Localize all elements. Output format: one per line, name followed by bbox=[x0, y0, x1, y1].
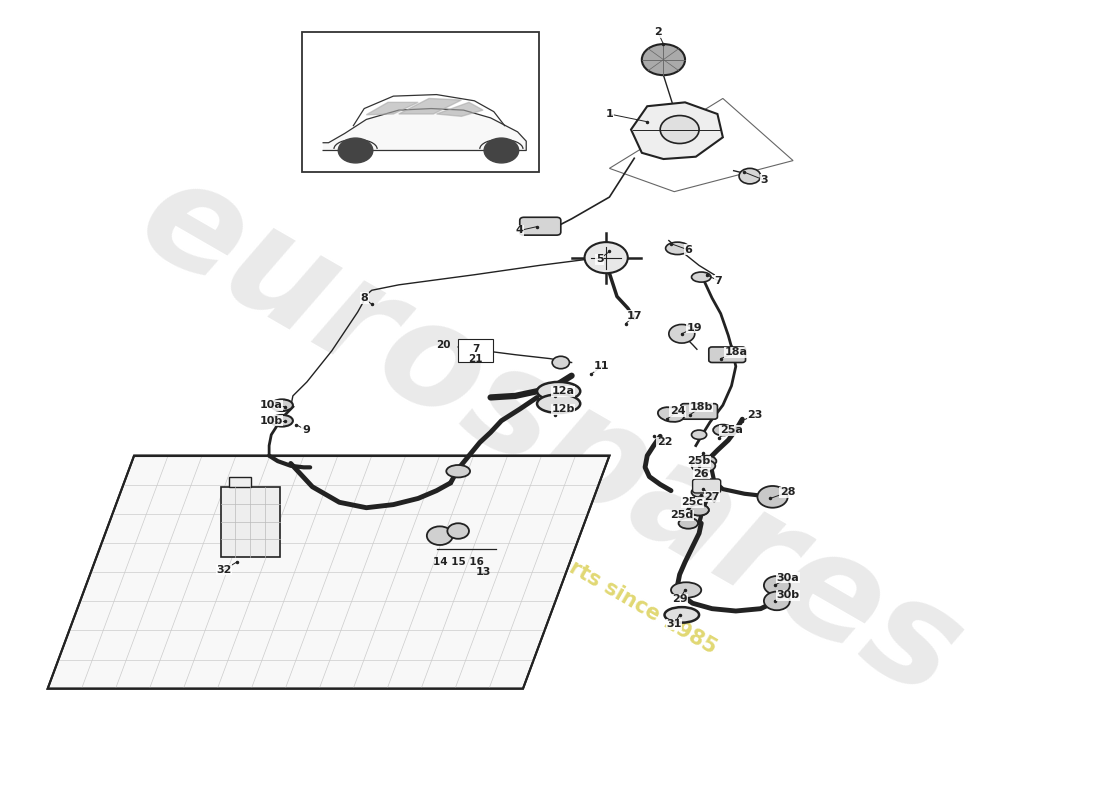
Text: 19: 19 bbox=[686, 322, 703, 333]
Polygon shape bbox=[323, 109, 526, 150]
Text: 18b: 18b bbox=[690, 402, 713, 412]
Text: 10b: 10b bbox=[260, 416, 283, 426]
Circle shape bbox=[763, 576, 790, 594]
Polygon shape bbox=[437, 102, 483, 116]
Text: 7: 7 bbox=[715, 276, 723, 286]
Text: 31: 31 bbox=[667, 619, 682, 630]
Text: 24: 24 bbox=[670, 406, 685, 417]
Text: 30a: 30a bbox=[777, 573, 799, 582]
Ellipse shape bbox=[537, 394, 580, 413]
Text: 32: 32 bbox=[216, 565, 231, 575]
Circle shape bbox=[758, 486, 788, 508]
FancyBboxPatch shape bbox=[520, 218, 561, 235]
Polygon shape bbox=[366, 102, 418, 114]
Text: 5: 5 bbox=[596, 254, 604, 264]
Ellipse shape bbox=[692, 272, 711, 282]
Circle shape bbox=[660, 115, 700, 143]
Circle shape bbox=[448, 523, 469, 538]
Circle shape bbox=[641, 44, 685, 75]
Bar bbox=[301, 33, 539, 172]
Ellipse shape bbox=[671, 582, 701, 598]
Text: 14 15 16: 14 15 16 bbox=[432, 557, 484, 566]
Text: 27: 27 bbox=[704, 492, 719, 502]
Text: 7: 7 bbox=[472, 344, 480, 354]
Ellipse shape bbox=[690, 505, 708, 515]
Ellipse shape bbox=[692, 486, 711, 498]
Text: 30b: 30b bbox=[777, 590, 800, 601]
Circle shape bbox=[763, 591, 790, 610]
Text: 20: 20 bbox=[436, 340, 451, 350]
Circle shape bbox=[484, 138, 519, 163]
Text: 17: 17 bbox=[627, 311, 642, 321]
Ellipse shape bbox=[272, 415, 293, 426]
Text: 8: 8 bbox=[361, 293, 368, 303]
Text: 10a: 10a bbox=[260, 400, 283, 410]
Text: a passion for parts since 1985: a passion for parts since 1985 bbox=[402, 463, 719, 658]
Circle shape bbox=[339, 138, 373, 163]
Text: 25a: 25a bbox=[720, 425, 742, 435]
Text: 6: 6 bbox=[684, 245, 692, 255]
Text: 25c: 25c bbox=[682, 498, 704, 507]
Text: 23: 23 bbox=[748, 410, 763, 419]
Text: 22: 22 bbox=[657, 438, 672, 447]
Ellipse shape bbox=[713, 425, 733, 435]
Text: 12a: 12a bbox=[551, 386, 574, 396]
Circle shape bbox=[552, 356, 570, 369]
Text: 9: 9 bbox=[301, 425, 310, 435]
Text: 2: 2 bbox=[654, 27, 662, 38]
Text: 21: 21 bbox=[469, 354, 483, 364]
Polygon shape bbox=[631, 102, 723, 159]
Ellipse shape bbox=[697, 456, 716, 466]
Text: 3: 3 bbox=[760, 175, 768, 185]
Text: 28: 28 bbox=[780, 487, 795, 497]
Polygon shape bbox=[47, 456, 609, 689]
Text: 25d: 25d bbox=[670, 510, 693, 521]
Ellipse shape bbox=[692, 459, 715, 472]
Bar bbox=[229, 478, 251, 486]
Ellipse shape bbox=[537, 382, 580, 401]
Ellipse shape bbox=[447, 465, 470, 478]
Circle shape bbox=[739, 168, 761, 184]
Text: 1: 1 bbox=[605, 109, 614, 119]
Ellipse shape bbox=[692, 430, 706, 439]
Polygon shape bbox=[399, 98, 461, 114]
Bar bbox=[220, 486, 279, 557]
Text: 18a: 18a bbox=[724, 347, 747, 358]
Circle shape bbox=[584, 242, 628, 273]
Ellipse shape bbox=[666, 242, 690, 254]
Text: 25b: 25b bbox=[688, 456, 711, 466]
Text: 4: 4 bbox=[516, 226, 524, 235]
Ellipse shape bbox=[690, 505, 708, 515]
FancyBboxPatch shape bbox=[708, 347, 746, 362]
Ellipse shape bbox=[272, 399, 293, 411]
Text: 29: 29 bbox=[672, 594, 688, 604]
Text: 11: 11 bbox=[594, 362, 609, 371]
FancyBboxPatch shape bbox=[693, 479, 720, 493]
Circle shape bbox=[427, 526, 453, 545]
Text: 13: 13 bbox=[475, 567, 491, 577]
Text: 12b: 12b bbox=[551, 404, 574, 414]
Ellipse shape bbox=[658, 407, 684, 422]
Text: 26: 26 bbox=[693, 469, 710, 478]
Bar bbox=[459, 339, 493, 362]
Ellipse shape bbox=[664, 607, 700, 622]
Circle shape bbox=[669, 325, 695, 343]
FancyBboxPatch shape bbox=[681, 404, 717, 419]
Text: eurospares: eurospares bbox=[116, 145, 984, 728]
Ellipse shape bbox=[679, 518, 699, 529]
